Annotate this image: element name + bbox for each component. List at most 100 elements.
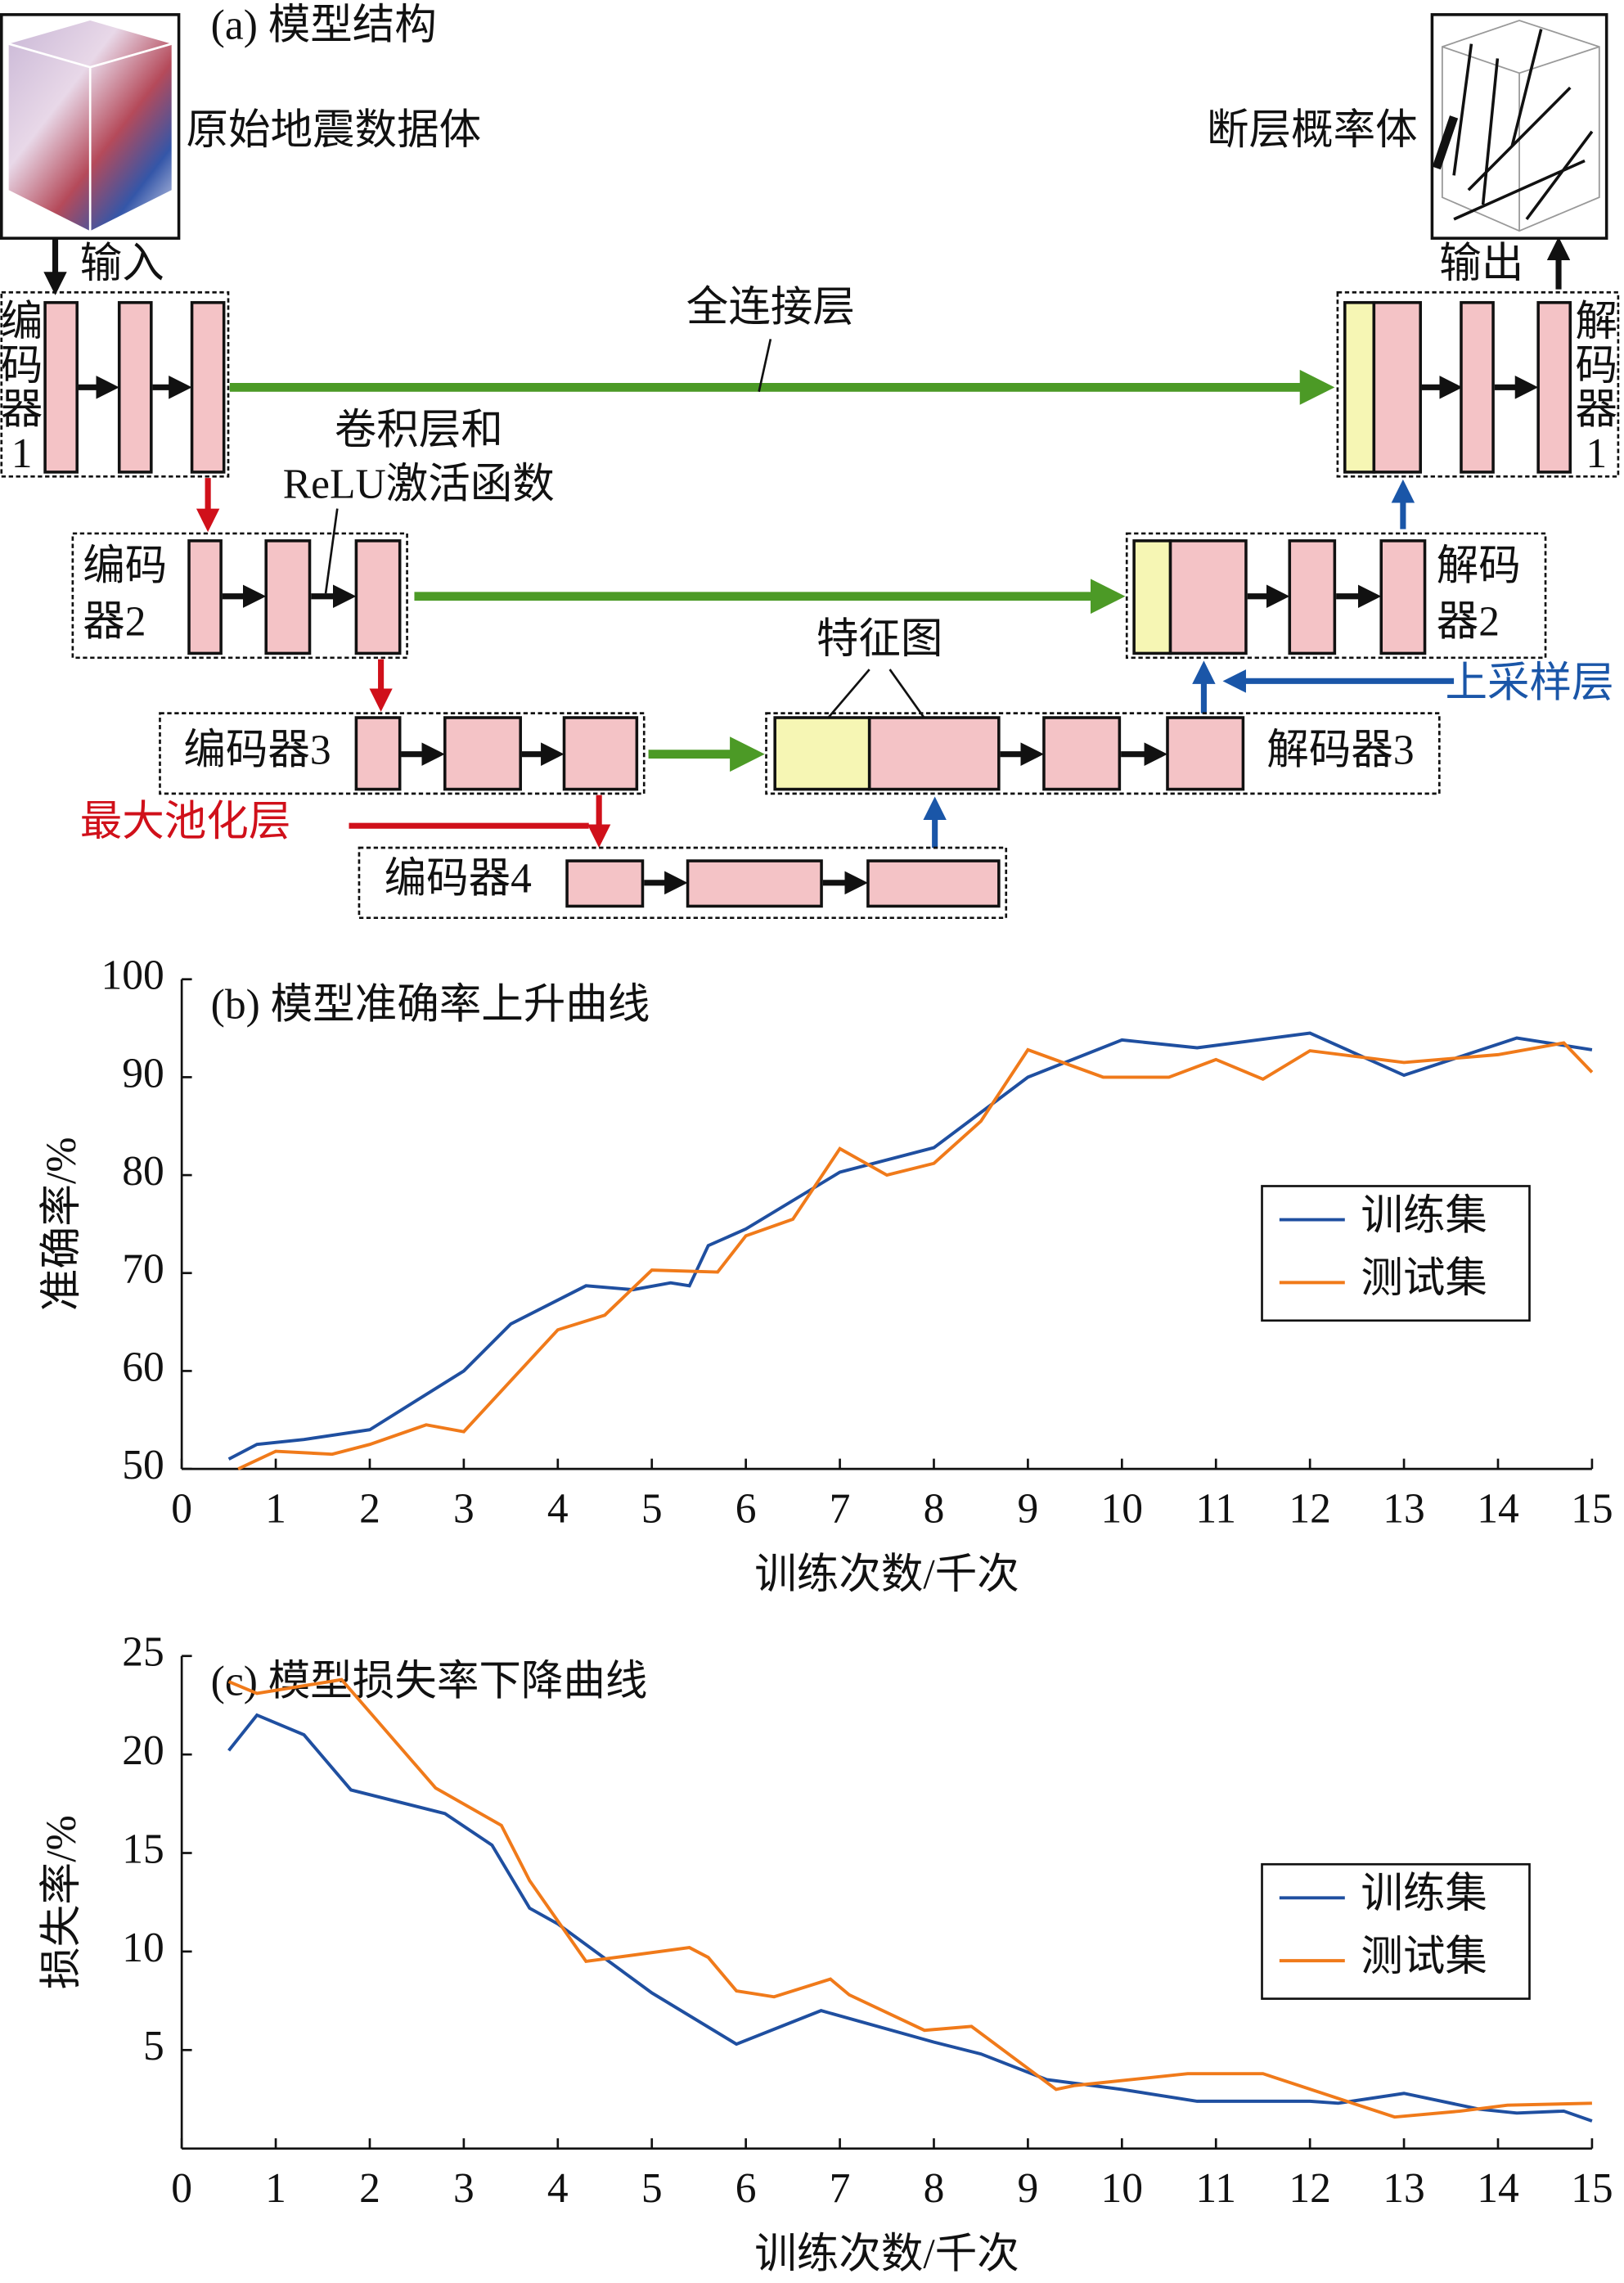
encoder-label: 编码器3 bbox=[183, 727, 331, 773]
x-tick-label: 11 bbox=[1195, 1485, 1236, 1532]
y-tick-label: 80 bbox=[122, 1148, 164, 1195]
input-text: 输入 bbox=[80, 241, 164, 287]
encoder-box bbox=[0, 290, 230, 478]
conv-block bbox=[1372, 300, 1422, 474]
feature-label: 特征图 bbox=[816, 616, 943, 663]
x-tick-label: 9 bbox=[1018, 2165, 1039, 2212]
conv-label: ReLU激活函数 bbox=[283, 461, 555, 507]
encoder-box bbox=[358, 846, 1008, 920]
x-tick-label: 1 bbox=[265, 1485, 286, 1532]
encoder-box bbox=[159, 712, 646, 795]
output-text: 输出 bbox=[1439, 241, 1523, 287]
series-line bbox=[227, 1713, 1593, 2123]
encoder-label: 码 bbox=[1, 343, 43, 390]
legend-label: 测试集 bbox=[1361, 1255, 1487, 1302]
x-tick-label: 0 bbox=[171, 1485, 192, 1532]
encoder-label: 编 bbox=[1, 299, 43, 345]
decoder-box bbox=[1336, 290, 1620, 478]
conv-block bbox=[1460, 300, 1495, 474]
conv-block bbox=[1166, 716, 1245, 791]
leader bbox=[324, 508, 339, 594]
diagram: (a) 模型结构 原始地震数据体 断层概率体 输入 输出 编 码 器 1 解 码… bbox=[0, 2, 1620, 920]
x-tick-label: 8 bbox=[924, 1485, 945, 1532]
y-tick-label: 15 bbox=[122, 1826, 164, 1872]
input-label: 原始地震数据体 bbox=[186, 107, 481, 154]
y-tick-label: 10 bbox=[122, 1925, 164, 1971]
conv-block bbox=[867, 716, 1001, 791]
y-tick-label: 60 bbox=[122, 1344, 164, 1390]
x-tick-label: 7 bbox=[830, 1485, 851, 1532]
x-axis-label: 训练次数/千次 bbox=[754, 1551, 1019, 1598]
x-tick-label: 15 bbox=[1571, 2165, 1613, 2212]
conv-block bbox=[866, 859, 1001, 908]
x-tick-label: 3 bbox=[453, 2165, 475, 2212]
x-tick-label: 5 bbox=[641, 1485, 663, 1532]
encoder-label: 器2 bbox=[83, 598, 146, 645]
series-line bbox=[227, 1031, 1593, 1461]
leader bbox=[758, 339, 772, 392]
x-tick-label: 4 bbox=[547, 1485, 569, 1532]
legend-box bbox=[1261, 1185, 1531, 1322]
conv-block bbox=[565, 859, 645, 908]
y-axis-label: 损失率/% bbox=[38, 1815, 85, 1989]
cube-edges bbox=[8, 43, 173, 232]
x-tick-label: 10 bbox=[1101, 2165, 1144, 2212]
x-tick-label: 10 bbox=[1101, 1485, 1144, 1532]
conv-block bbox=[1536, 300, 1572, 474]
decoder-label: 器 bbox=[1575, 386, 1617, 433]
chart-title: (c) 模型损失率下降曲线 bbox=[211, 1658, 648, 1704]
conv-block bbox=[354, 716, 402, 791]
x-tick-label: 13 bbox=[1383, 1485, 1425, 1532]
y-tick-label: 20 bbox=[122, 1727, 164, 1774]
x-tick-label: 0 bbox=[171, 2165, 192, 2212]
chart-title: (b) 模型准确率上升曲线 bbox=[211, 981, 650, 1028]
upsample-label: 上采样层 bbox=[1445, 660, 1613, 706]
x-tick-label: 6 bbox=[736, 2165, 757, 2212]
conv-block bbox=[354, 539, 402, 655]
encoder-box bbox=[71, 532, 408, 660]
decoder-label: 1 bbox=[1586, 430, 1607, 477]
conv-block bbox=[187, 539, 223, 655]
legend-label: 测试集 bbox=[1361, 1934, 1487, 1980]
conv-block bbox=[1168, 539, 1248, 655]
x-tick-label: 7 bbox=[830, 2165, 851, 2212]
pool-label: 最大池化层 bbox=[80, 799, 291, 845]
x-tick-label: 14 bbox=[1477, 2165, 1519, 2212]
decoder-label: 解码器3 bbox=[1266, 727, 1414, 773]
encoder-label: 编码 bbox=[83, 543, 167, 589]
faults bbox=[1452, 29, 1594, 221]
output-label: 断层概率体 bbox=[1207, 107, 1418, 154]
x-tick-label: 6 bbox=[736, 1485, 757, 1532]
skip-feature bbox=[1132, 539, 1172, 655]
decoder-label: 解 bbox=[1575, 299, 1617, 345]
conv-block bbox=[43, 300, 79, 474]
x-tick-label: 1 bbox=[265, 2165, 286, 2212]
decoder-label: 解码 bbox=[1437, 543, 1521, 589]
x-tick-label: 15 bbox=[1571, 1485, 1613, 1532]
y-tick-label: 50 bbox=[122, 1442, 164, 1488]
conv-block bbox=[1379, 539, 1427, 655]
x-tick-label: 12 bbox=[1289, 2165, 1331, 2212]
skip-feature bbox=[1343, 300, 1376, 474]
fault-thick bbox=[1432, 115, 1459, 170]
x-tick-label: 13 bbox=[1383, 2165, 1425, 2212]
x-tick-label: 14 bbox=[1477, 1485, 1519, 1532]
x-tick-label: 3 bbox=[453, 1485, 475, 1532]
conv-block bbox=[443, 716, 522, 791]
decoder-label: 器2 bbox=[1437, 598, 1500, 645]
x-tick-label: 2 bbox=[359, 1485, 380, 1532]
conv-block bbox=[562, 716, 639, 791]
y-tick-label: 100 bbox=[101, 952, 164, 999]
x-tick-label: 4 bbox=[547, 2165, 569, 2212]
encoder-label: 器 bbox=[1, 386, 43, 433]
conv-block bbox=[1042, 716, 1122, 791]
encoder-label: 1 bbox=[11, 430, 33, 477]
encoder-label: 编码器4 bbox=[385, 856, 533, 903]
diagram-title: (a) 模型结构 bbox=[211, 2, 437, 48]
conv-block bbox=[190, 300, 226, 474]
y-axis-label: 准确率/% bbox=[38, 1137, 85, 1311]
y-tick-label: 70 bbox=[122, 1246, 164, 1293]
